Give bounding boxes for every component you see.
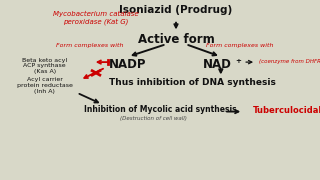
- Text: Mycobacterium catalase
peroxidase (Kat G): Mycobacterium catalase peroxidase (Kat G…: [53, 11, 139, 24]
- Text: Tuberculocidal: Tuberculocidal: [253, 106, 320, 115]
- Text: Form complexes with: Form complexes with: [206, 43, 274, 48]
- Text: Active form: Active form: [138, 33, 214, 46]
- Text: Acyl carrier
protein reductase
(Inh A): Acyl carrier protein reductase (Inh A): [17, 77, 73, 94]
- Text: NAD: NAD: [203, 58, 232, 71]
- Text: Isoniazid (Prodrug): Isoniazid (Prodrug): [119, 5, 233, 15]
- Text: (coenzyme from DHFR): (coenzyme from DHFR): [259, 59, 320, 64]
- Text: Inhibition of Mycolic acid synthesis: Inhibition of Mycolic acid synthesis: [84, 105, 236, 114]
- Text: Beta keto acyl
ACP synthase
(Kas A): Beta keto acyl ACP synthase (Kas A): [22, 58, 68, 74]
- Text: NADP: NADP: [109, 58, 147, 71]
- Text: Form complexes with: Form complexes with: [56, 43, 123, 48]
- Text: Thus inhibition of DNA synthesis: Thus inhibition of DNA synthesis: [108, 78, 276, 87]
- Text: +: +: [235, 58, 241, 64]
- Text: (Destruction of cell wall): (Destruction of cell wall): [120, 116, 187, 121]
